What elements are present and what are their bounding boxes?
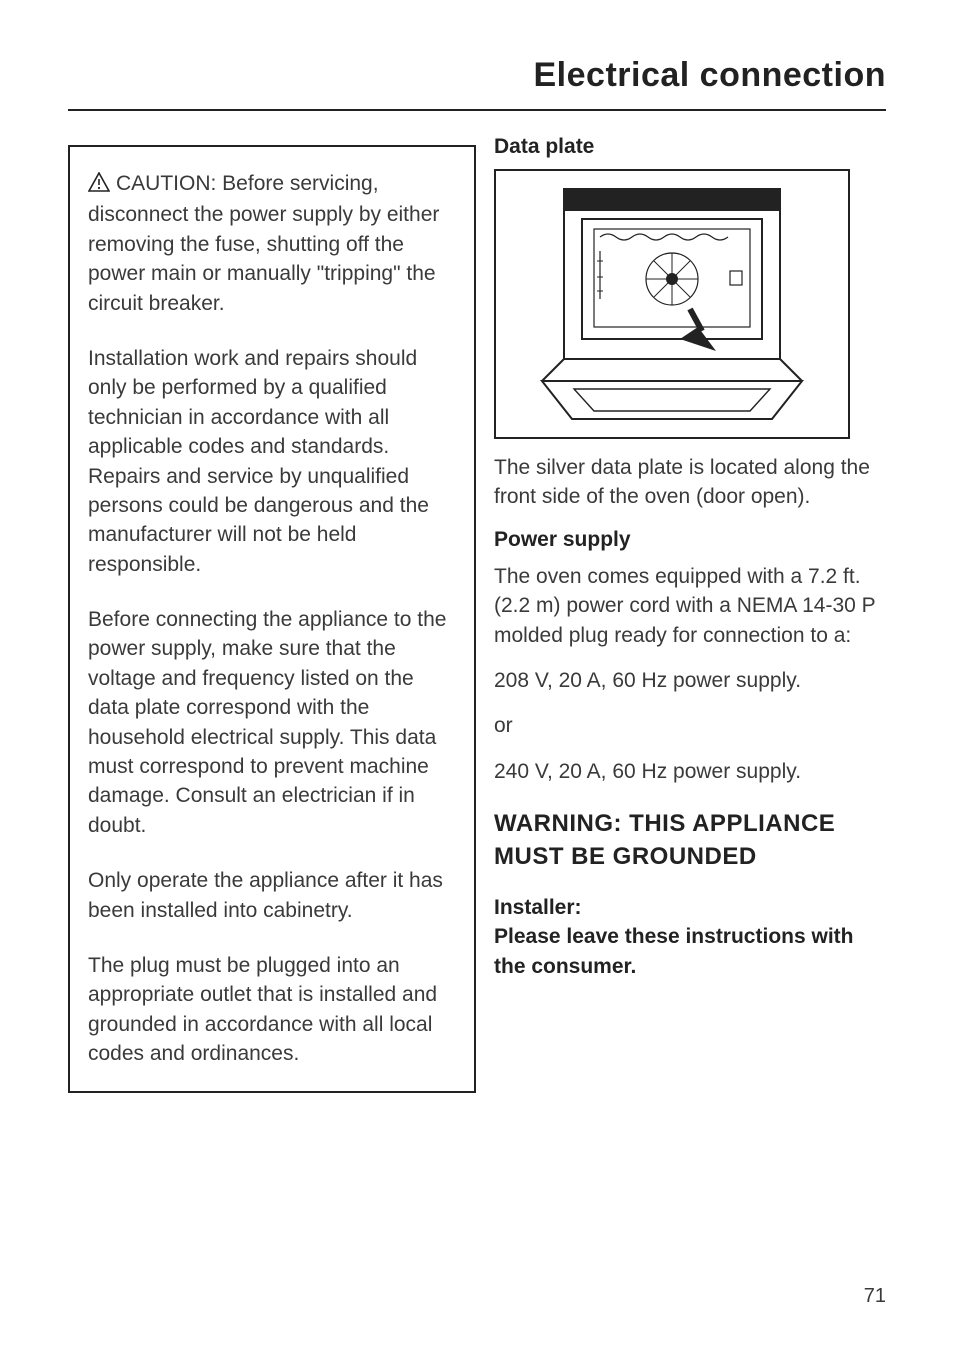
caution-icon (88, 171, 110, 200)
page-number: 71 (864, 1285, 886, 1308)
right-column: Data plate (494, 135, 886, 1093)
title-rule (68, 109, 886, 111)
power-supply-or: or (494, 711, 886, 740)
installer-text: Please leave these instructions with the… (494, 922, 886, 981)
data-plate-heading: Data plate (494, 135, 886, 159)
grounding-warning: WARNING: THIS APPLIANCE MUST BE GROUNDED (494, 808, 886, 873)
caution-text: CAUTION: Before servicing, disconnect th… (88, 172, 439, 315)
callout-paragraph: Only operate the appliance after it has … (88, 866, 460, 925)
caution-paragraph: CAUTION: Before servicing, disconnect th… (88, 169, 460, 318)
caution-callout: CAUTION: Before servicing, disconnect th… (68, 145, 476, 1093)
oven-diagram (494, 169, 850, 439)
page-title: Electrical connection (68, 56, 886, 95)
two-column-layout: CAUTION: Before servicing, disconnect th… (68, 135, 886, 1093)
page: Electrical connection CAUTION: Before se… (0, 0, 954, 1352)
power-supply-240v: 240 V, 20 A, 60 Hz power supply. (494, 757, 886, 786)
callout-paragraph: Installation work and repairs should onl… (88, 344, 460, 579)
callout-paragraph: The plug must be plugged into an appropr… (88, 951, 460, 1069)
installer-note: Installer: Please leave these instructio… (494, 893, 886, 981)
power-supply-heading: Power supply (494, 528, 886, 552)
oven-svg (502, 179, 842, 429)
left-column: CAUTION: Before servicing, disconnect th… (68, 135, 476, 1093)
power-supply-intro: The oven comes equipped with a 7.2 ft. (… (494, 562, 886, 650)
callout-paragraph: Before connecting the appliance to the p… (88, 605, 460, 840)
power-supply-208v: 208 V, 20 A, 60 Hz power supply. (494, 666, 886, 695)
data-plate-caption: The silver data plate is located along t… (494, 453, 886, 512)
installer-label: Installer: (494, 893, 886, 922)
